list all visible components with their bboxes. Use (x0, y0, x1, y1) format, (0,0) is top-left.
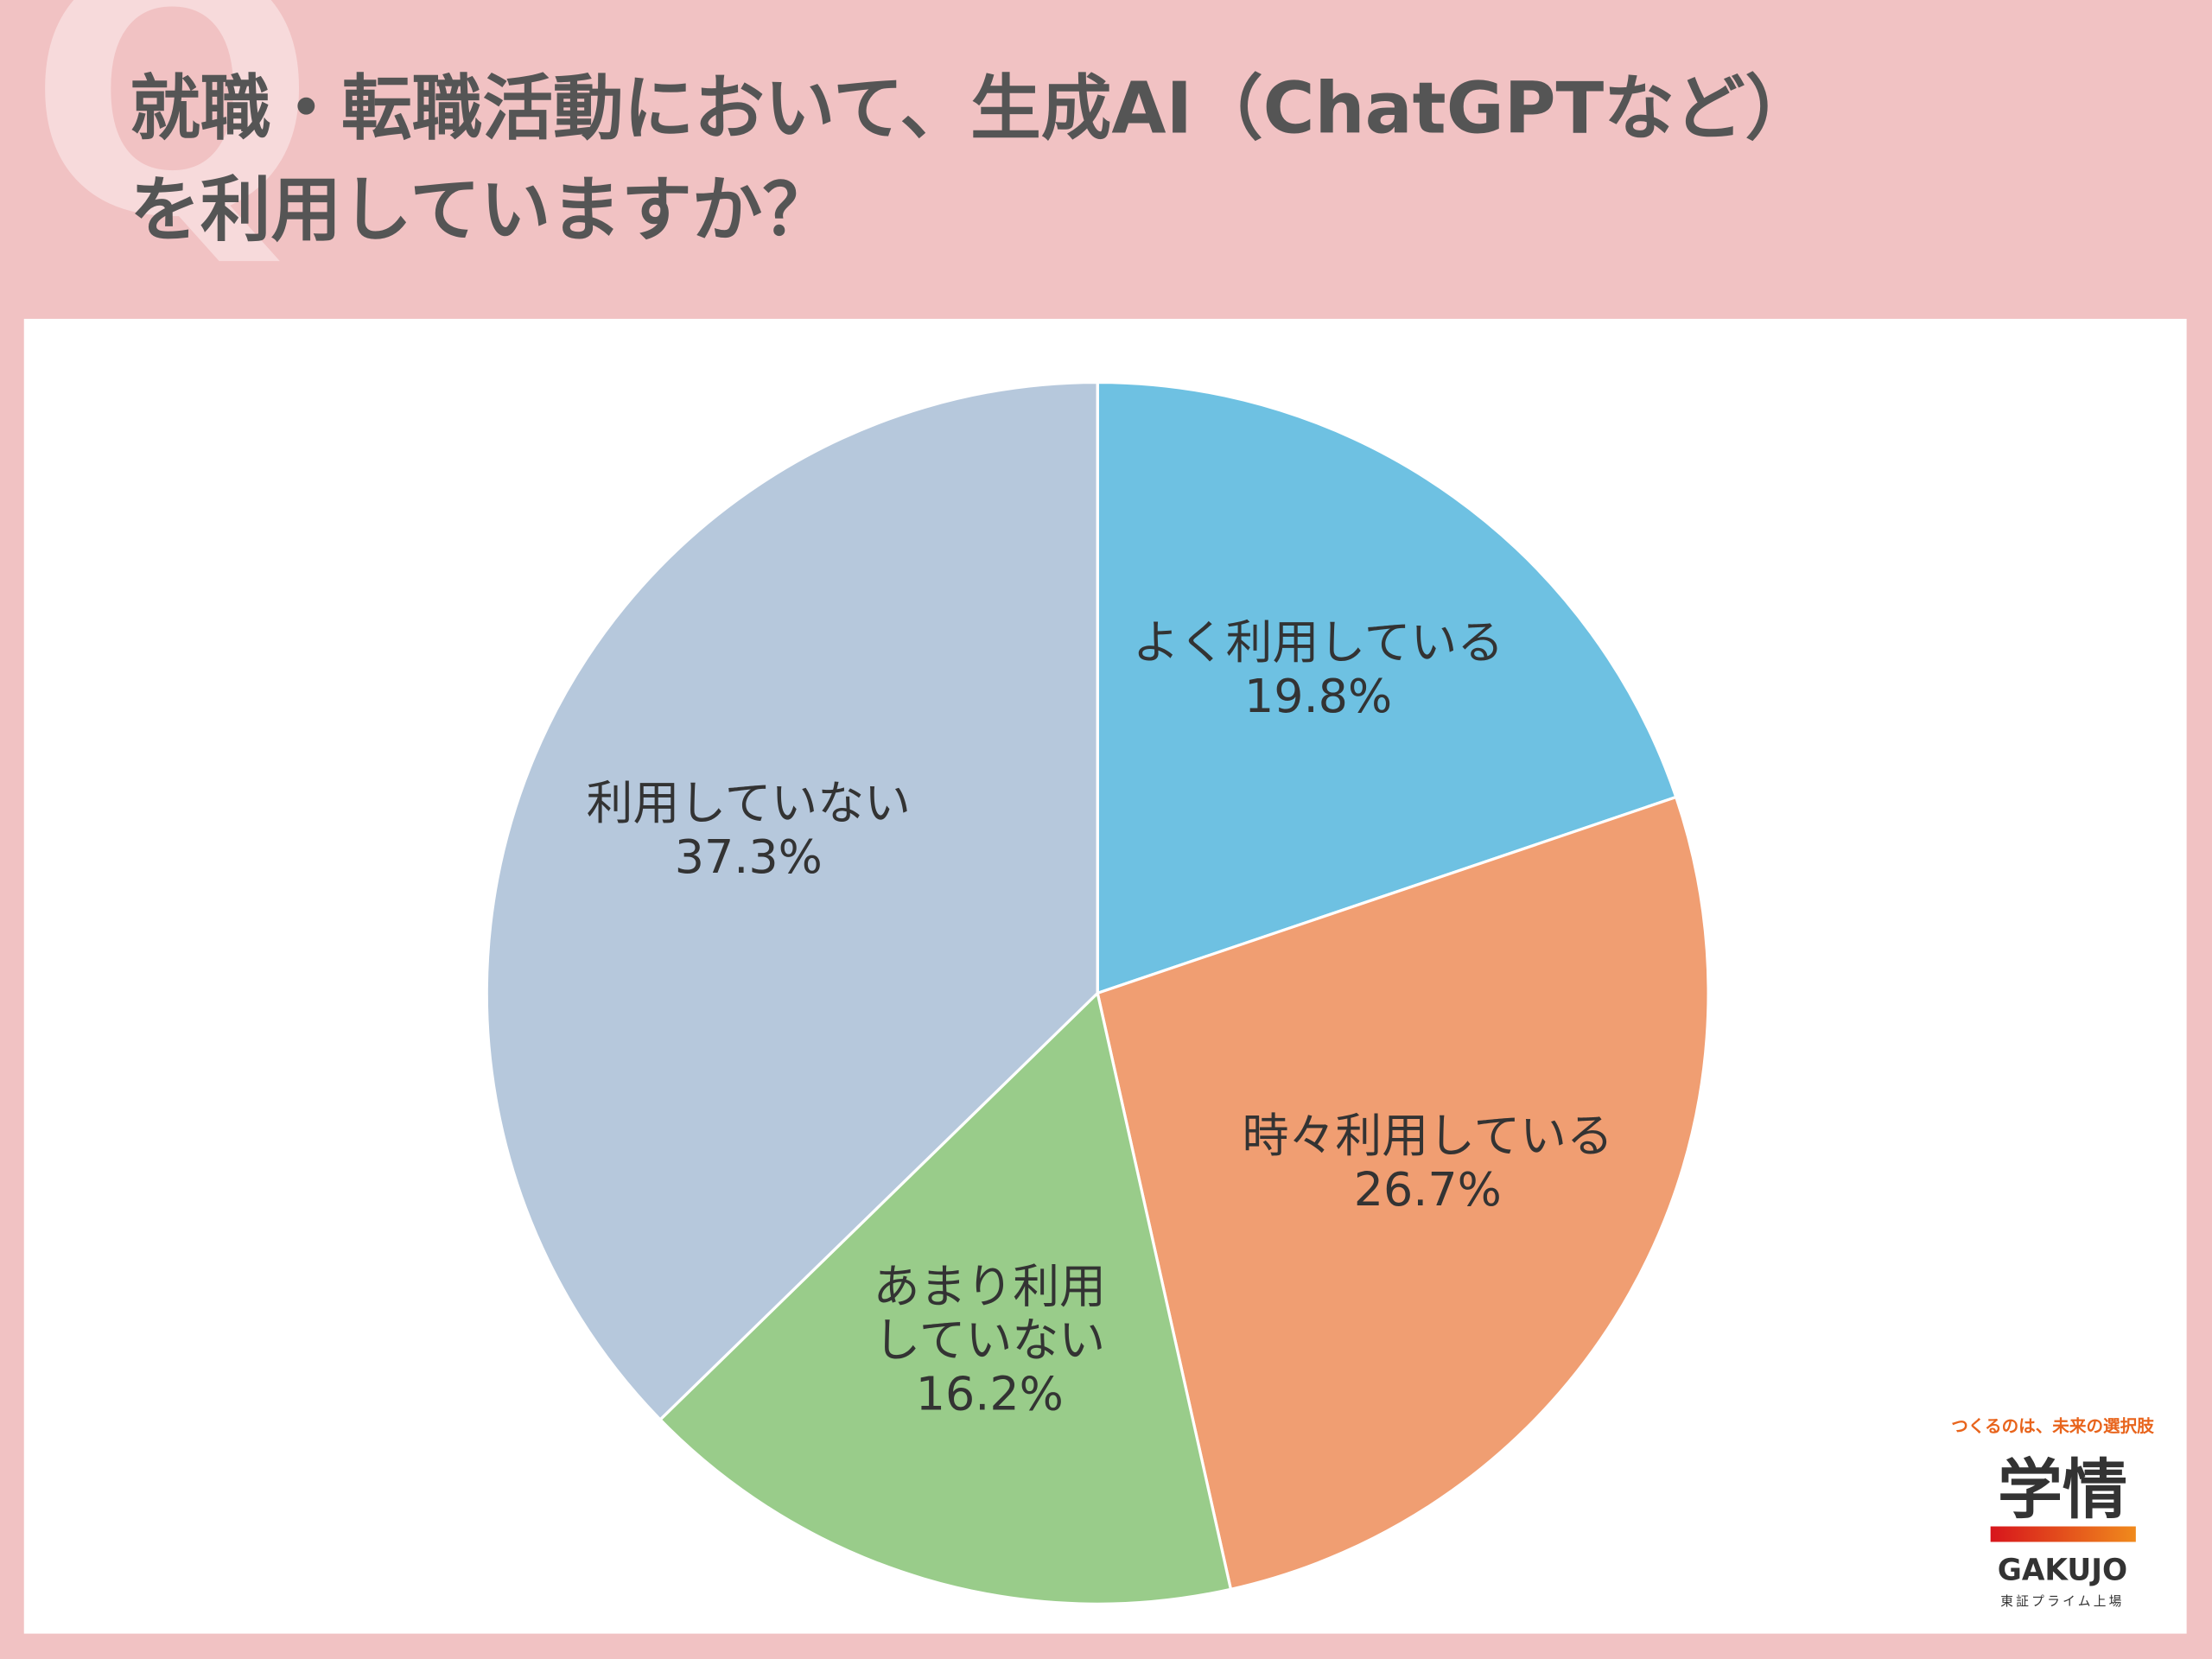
slice-label: よく利用している (1133, 615, 1503, 670)
slice-label: あまり利用していない (874, 1259, 1106, 1367)
slice-label: 時々利用している (1243, 1109, 1613, 1163)
pie-slice (1096, 795, 1710, 1592)
logo-roman: GAKUJO (1998, 1554, 2127, 1588)
value-label: 19.8% (1244, 669, 1392, 723)
logo-name: 学情 (1998, 1452, 2127, 1528)
logo-bar (1990, 1526, 2136, 1542)
watermark: Q (29, 0, 316, 292)
slice-label: 利用していない (587, 776, 911, 830)
text-line: していない (874, 1313, 1105, 1368)
value-label: 37.3% (675, 830, 823, 884)
chart-title: 就職・転職活動において、生成AI（ChatGPTなど） を利用していますか？ (130, 67, 1815, 251)
text-line: 就職・転職活動において、生成AI（ChatGPTなど） (130, 67, 1815, 149)
logo: つくるのは、未来の選択肢 学情 GAKUJO 東証プライム上場 (1951, 1416, 2154, 1609)
logo-tagline: つくるのは、未来の選択肢 (1951, 1416, 2154, 1436)
logo-listing: 東証プライム上場 (2000, 1594, 2124, 1609)
value-label: 16.2% (916, 1367, 1064, 1421)
text-line: あまり利用 (874, 1259, 1106, 1313)
text-line: を利用していますか？ (130, 169, 833, 251)
pie-slice (485, 380, 1099, 1422)
value-label: 26.7% (1354, 1162, 1502, 1217)
pie-slice (1096, 380, 1678, 995)
pie-slice (658, 990, 1233, 1605)
